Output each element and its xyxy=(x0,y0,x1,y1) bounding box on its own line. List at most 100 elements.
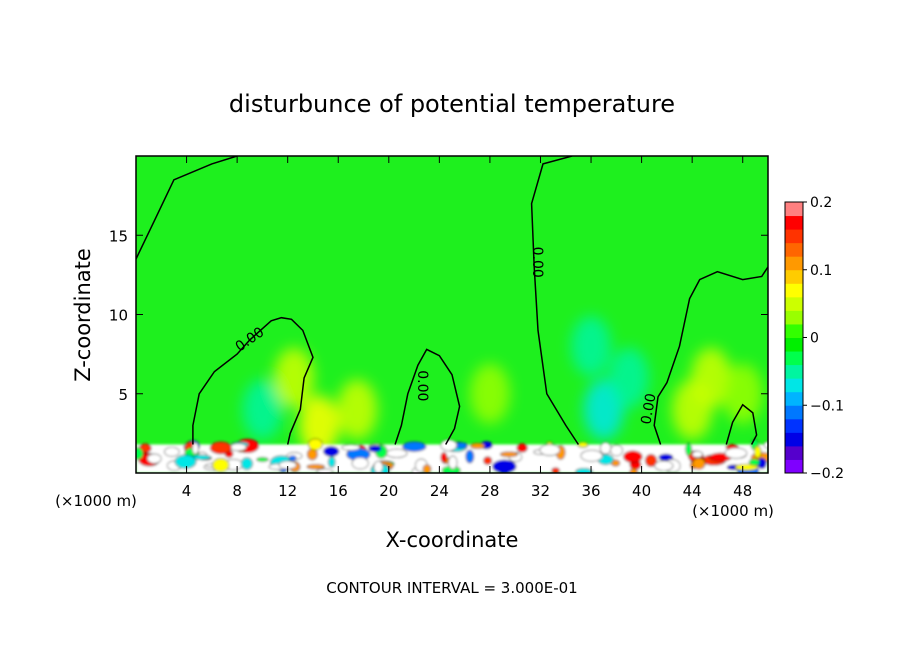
surface-eddy xyxy=(341,444,361,451)
y-tick-label: 5 xyxy=(118,386,128,404)
surface-eddy xyxy=(440,439,458,452)
colorbar-tick-label: 0.2 xyxy=(810,195,832,211)
surface-eddy xyxy=(691,450,703,458)
surface-eddy xyxy=(483,456,493,465)
surface-eddy xyxy=(323,446,340,457)
surface-eddy xyxy=(327,456,336,468)
surface-eddy xyxy=(734,463,759,471)
surface-eddy xyxy=(692,457,706,470)
field-background xyxy=(136,156,768,473)
x-tick-label: 44 xyxy=(683,482,702,500)
surface-eddy xyxy=(256,457,269,462)
surface-eddy xyxy=(465,449,475,464)
field-anomaly-1 xyxy=(274,347,314,408)
colorbar xyxy=(785,202,803,474)
contour-label-1: 0.00 xyxy=(414,370,430,401)
zero-contour-3 xyxy=(530,156,580,445)
surface-eddy xyxy=(753,445,762,459)
surface-eddy xyxy=(373,460,384,473)
colorbar-swatch xyxy=(785,202,803,217)
surface-eddy xyxy=(212,458,230,473)
surface-eddy xyxy=(147,453,162,464)
field-anomaly-3 xyxy=(337,379,378,440)
surface-eddy xyxy=(174,454,197,469)
surface-eddy xyxy=(209,441,232,455)
y-tick-label: 10 xyxy=(109,307,128,325)
surface-eddy xyxy=(500,451,519,458)
colorbar-swatch xyxy=(785,445,803,460)
surface-eddy xyxy=(402,441,427,452)
colorbar-swatch xyxy=(785,323,803,338)
colorbar-swatch xyxy=(785,351,803,366)
x-tick-label: 20 xyxy=(379,482,398,500)
x-unit-left: (×1000 m) xyxy=(55,492,137,510)
surface-eddy xyxy=(654,460,674,472)
surface-eddy xyxy=(580,449,603,462)
surface-eddy xyxy=(724,447,748,459)
x-axis-label: X-coordinate xyxy=(386,528,519,552)
field-anomaly-5 xyxy=(571,316,612,377)
x-tick-label: 48 xyxy=(733,482,752,500)
colorbar-tick-label: 0 xyxy=(810,331,819,347)
surface-eddy xyxy=(551,467,560,473)
field-anomaly-4 xyxy=(469,363,510,424)
colorbar-swatch xyxy=(785,283,803,298)
colorbar-swatch xyxy=(785,459,803,474)
surface-eddy xyxy=(136,447,144,460)
x-tick-label: 16 xyxy=(329,482,348,500)
surface-eddy xyxy=(748,458,760,466)
surface-eddy xyxy=(623,450,643,463)
zero-contour-2 xyxy=(394,348,461,445)
surface-eddy xyxy=(440,452,448,463)
surface-eddy xyxy=(539,444,561,456)
surface-eddy xyxy=(470,442,485,450)
field-anomaly-7 xyxy=(608,347,649,408)
colorbar-swatch xyxy=(785,242,803,257)
zero-contour-0 xyxy=(136,156,238,260)
surface-eddy xyxy=(164,446,180,457)
surface-eddy xyxy=(386,448,408,458)
surface-eddy xyxy=(516,443,528,453)
colorbar-swatch xyxy=(785,391,803,406)
surface-eddy xyxy=(306,464,325,470)
colorbar-swatch xyxy=(785,432,803,447)
x-tick-label: 32 xyxy=(531,482,550,500)
zero-contour-1 xyxy=(192,316,314,445)
surface-eddy xyxy=(685,442,692,456)
x-tick-label: 24 xyxy=(430,482,449,500)
colorbar-swatch xyxy=(785,310,803,325)
x-tick-label: 8 xyxy=(232,482,242,500)
colorbar-tick-label: −0.1 xyxy=(810,398,844,414)
zero-contour-5 xyxy=(725,403,758,445)
surface-eddy xyxy=(763,441,768,449)
surface-eddy xyxy=(610,444,623,457)
surface-eddy xyxy=(368,445,382,453)
plot-area xyxy=(136,156,768,473)
surface-eddy xyxy=(229,443,247,452)
field-anomaly-0 xyxy=(242,379,283,440)
surface-eddy xyxy=(351,457,369,470)
contour-label-2: 0.00 xyxy=(529,247,545,278)
surface-eddy xyxy=(577,441,589,448)
surface-eddy xyxy=(191,442,199,455)
y-axis-label: Z-coordinate xyxy=(71,248,95,382)
surface-eddy xyxy=(316,468,334,473)
colorbar-swatch xyxy=(785,215,803,230)
colorbar-tick-label: −0.2 xyxy=(810,466,844,482)
y-tick-label: 15 xyxy=(109,227,128,245)
surface-eddy xyxy=(308,438,323,451)
field-anomaly-9 xyxy=(691,347,732,408)
colorbar-swatch xyxy=(785,364,803,379)
surface-eddy xyxy=(599,442,612,455)
colorbar-swatch xyxy=(785,337,803,352)
x-unit-right: (×1000 m) xyxy=(692,502,774,520)
colorbar-swatch xyxy=(785,269,803,284)
surface-eddy xyxy=(448,455,458,470)
x-tick-label: 36 xyxy=(581,482,600,500)
colorbar-swatch xyxy=(785,296,803,311)
colorbar-tick-label: 0.1 xyxy=(810,263,832,279)
surface-eddy xyxy=(422,464,432,473)
contour-interval-text: CONTOUR INTERVAL = 3.000E-01 xyxy=(326,579,577,597)
surface-eddy xyxy=(492,459,517,473)
